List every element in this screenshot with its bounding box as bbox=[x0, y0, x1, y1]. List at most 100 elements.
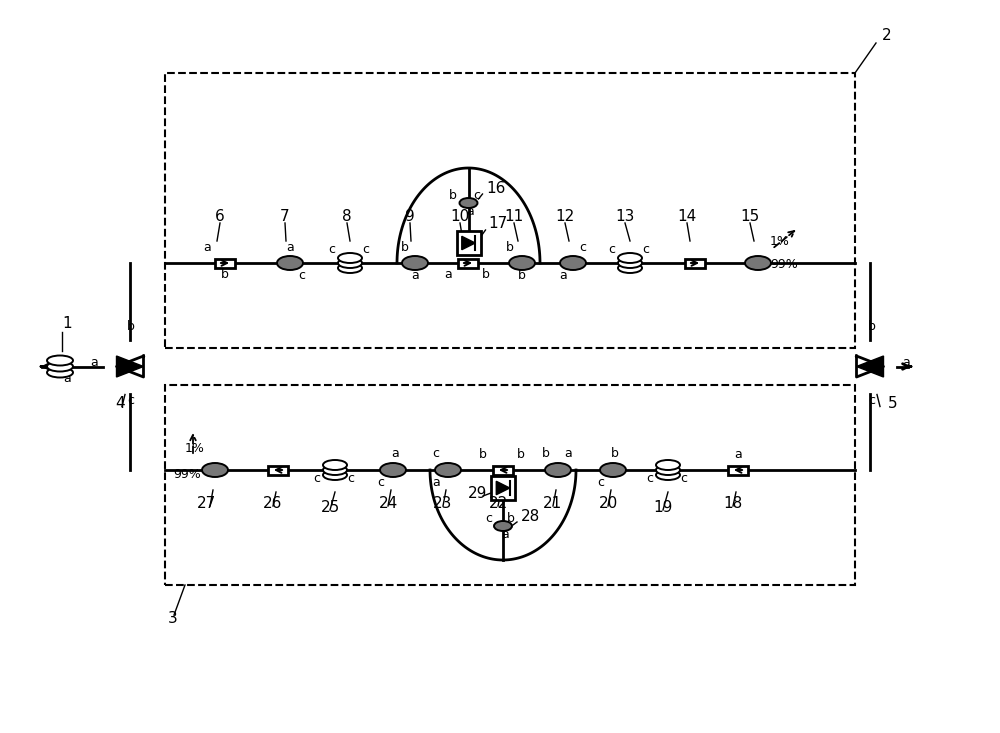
Text: a: a bbox=[564, 447, 572, 460]
Text: 2: 2 bbox=[882, 28, 892, 43]
Text: a: a bbox=[501, 528, 509, 541]
Ellipse shape bbox=[509, 256, 535, 270]
Ellipse shape bbox=[745, 256, 771, 270]
Bar bbox=[458, 259, 478, 268]
Ellipse shape bbox=[202, 463, 228, 477]
Ellipse shape bbox=[338, 253, 362, 263]
Text: c: c bbox=[598, 476, 604, 489]
Text: a: a bbox=[391, 447, 399, 460]
Text: a: a bbox=[411, 269, 419, 282]
Text: c: c bbox=[432, 447, 440, 460]
Bar bbox=[491, 476, 515, 500]
Text: c: c bbox=[608, 243, 616, 256]
Text: 23: 23 bbox=[433, 496, 453, 511]
Text: a: a bbox=[559, 269, 567, 282]
Text: a: a bbox=[432, 476, 440, 489]
Bar bbox=[493, 465, 513, 474]
Text: 22: 22 bbox=[488, 496, 508, 511]
Text: b: b bbox=[506, 241, 514, 254]
Bar bbox=[165, 73, 855, 348]
Text: 7: 7 bbox=[280, 209, 290, 224]
Text: b: b bbox=[611, 447, 619, 460]
Text: a: a bbox=[902, 356, 910, 369]
Text: 8: 8 bbox=[342, 209, 352, 224]
Ellipse shape bbox=[323, 460, 347, 470]
Text: 25: 25 bbox=[320, 500, 340, 515]
Ellipse shape bbox=[545, 463, 571, 477]
Text: b: b bbox=[482, 268, 490, 281]
Text: 1%: 1% bbox=[770, 235, 790, 248]
Ellipse shape bbox=[656, 470, 680, 480]
Text: b: b bbox=[507, 512, 515, 525]
Text: a: a bbox=[203, 241, 211, 254]
Text: c: c bbox=[127, 394, 134, 408]
Text: 21: 21 bbox=[543, 496, 563, 511]
Text: 20: 20 bbox=[598, 496, 618, 511]
Text: c: c bbox=[680, 472, 688, 485]
Text: 4: 4 bbox=[115, 397, 125, 411]
Text: c: c bbox=[328, 243, 336, 256]
Text: 15: 15 bbox=[740, 209, 760, 224]
Polygon shape bbox=[116, 356, 144, 377]
Ellipse shape bbox=[656, 460, 680, 470]
Text: b: b bbox=[518, 269, 526, 282]
Text: 12: 12 bbox=[555, 209, 575, 224]
Ellipse shape bbox=[277, 256, 303, 270]
Text: b: b bbox=[449, 189, 456, 202]
Text: a: a bbox=[734, 448, 742, 461]
Ellipse shape bbox=[460, 198, 478, 208]
Text: c: c bbox=[362, 243, 370, 256]
Ellipse shape bbox=[323, 470, 347, 480]
Text: 18: 18 bbox=[723, 496, 743, 511]
Text: 14: 14 bbox=[677, 209, 697, 224]
Text: 24: 24 bbox=[378, 496, 398, 511]
Ellipse shape bbox=[338, 263, 362, 273]
Text: c: c bbox=[580, 241, 586, 254]
Text: a: a bbox=[444, 268, 452, 281]
Text: 1: 1 bbox=[62, 317, 72, 331]
Bar bbox=[165, 385, 855, 585]
Ellipse shape bbox=[656, 465, 680, 475]
Ellipse shape bbox=[435, 463, 461, 477]
Text: 27: 27 bbox=[197, 496, 217, 511]
Polygon shape bbox=[496, 482, 510, 495]
Bar bbox=[215, 259, 235, 268]
Text: 3: 3 bbox=[168, 611, 178, 626]
Bar bbox=[456, 231, 480, 255]
Text: a: a bbox=[286, 241, 294, 254]
Text: c: c bbox=[642, 243, 650, 256]
Ellipse shape bbox=[494, 521, 512, 531]
Ellipse shape bbox=[323, 465, 347, 475]
Text: c: c bbox=[868, 394, 875, 408]
Text: 29: 29 bbox=[468, 486, 487, 501]
Text: b: b bbox=[542, 447, 550, 460]
Polygon shape bbox=[462, 236, 475, 250]
Text: b: b bbox=[401, 241, 409, 254]
Text: 16: 16 bbox=[486, 181, 506, 196]
Text: a: a bbox=[467, 205, 474, 218]
Text: 13: 13 bbox=[615, 209, 635, 224]
Bar bbox=[268, 465, 288, 474]
Ellipse shape bbox=[380, 463, 406, 477]
Bar bbox=[685, 259, 705, 268]
Ellipse shape bbox=[338, 258, 362, 268]
Text: c: c bbox=[348, 472, 354, 485]
Text: a: a bbox=[63, 372, 71, 386]
Text: 99%: 99% bbox=[770, 258, 798, 271]
Ellipse shape bbox=[47, 361, 73, 372]
Text: 28: 28 bbox=[521, 509, 540, 524]
Text: 1%: 1% bbox=[185, 442, 205, 455]
Bar bbox=[728, 465, 748, 474]
Text: 9: 9 bbox=[405, 209, 415, 224]
Text: 5: 5 bbox=[888, 397, 898, 411]
Text: a: a bbox=[90, 356, 98, 369]
Text: 17: 17 bbox=[488, 216, 508, 231]
Ellipse shape bbox=[618, 253, 642, 263]
Ellipse shape bbox=[618, 258, 642, 268]
Text: c: c bbox=[298, 269, 306, 282]
Text: c: c bbox=[378, 476, 384, 489]
Text: b: b bbox=[221, 268, 229, 281]
Polygon shape bbox=[856, 356, 884, 377]
Text: c: c bbox=[314, 472, 320, 485]
Text: c: c bbox=[473, 189, 480, 202]
